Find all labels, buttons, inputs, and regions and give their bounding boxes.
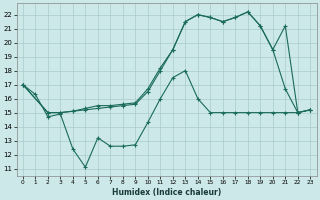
X-axis label: Humidex (Indice chaleur): Humidex (Indice chaleur) <box>112 188 221 197</box>
